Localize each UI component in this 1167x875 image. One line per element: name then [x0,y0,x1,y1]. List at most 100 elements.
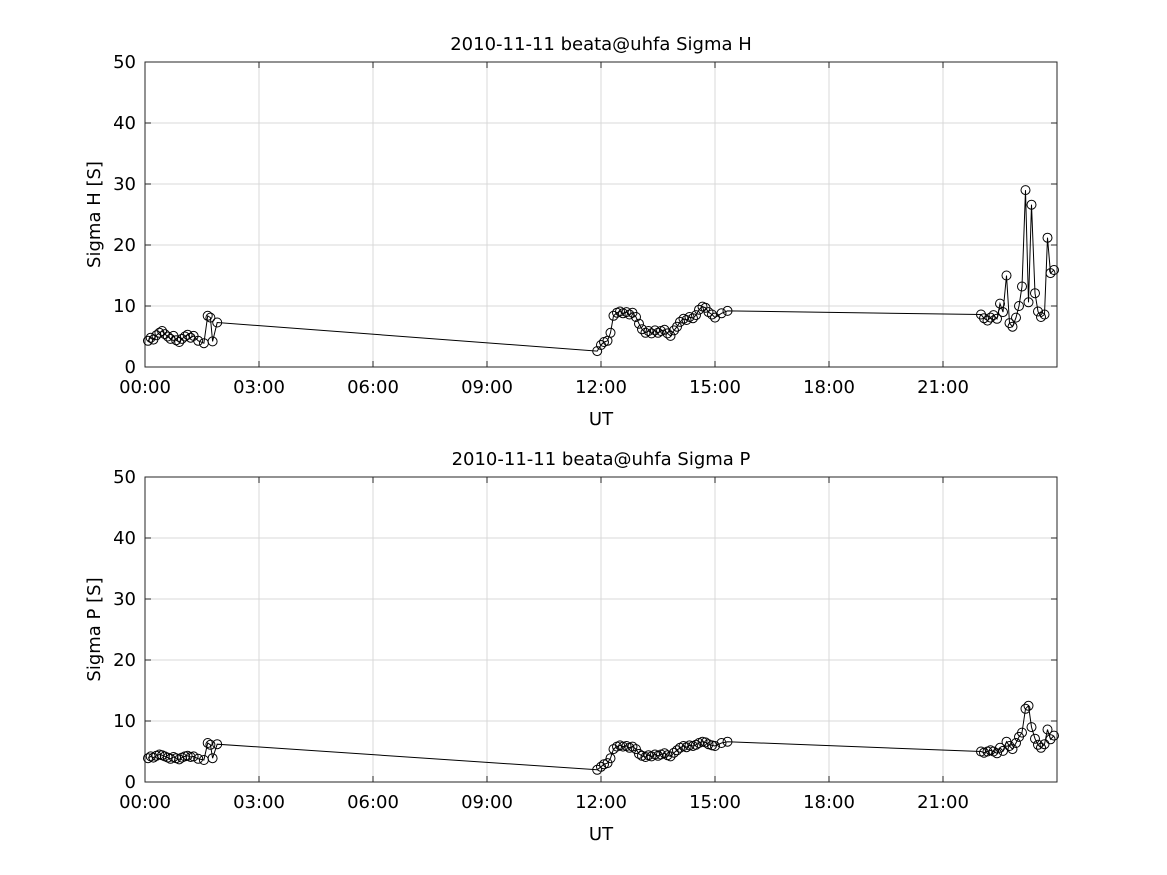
y-tick-label: 50 [113,467,136,488]
data-point-marker [1026,199,1037,210]
data-point-marker [592,764,603,775]
data-point-marker [1017,727,1027,738]
chart-title: 2010-11-11 beata@uhfa Sigma H [450,34,752,55]
data-point-marker [1039,739,1050,750]
data-point-marker [1036,312,1046,322]
data-point-marker [634,318,644,329]
data-point-marker [662,328,673,339]
data-point-marker [143,335,153,346]
data-point-marker [605,327,616,338]
x-tick-label: 06:00 [347,377,399,398]
data-point-marker [691,310,701,321]
x-tick-label: 09:00 [461,377,513,398]
data-point-marker [985,312,996,323]
data-point-marker [653,327,663,338]
data-point-marker [207,336,218,347]
data-point-marker [1020,185,1031,196]
data-point-marker [716,738,727,748]
data-point-marker [212,317,223,328]
data-point-marker [669,747,679,758]
data-point-marker [684,740,695,751]
data-point-marker [998,307,1008,318]
data-point-marker [188,751,199,762]
chart-title: 2010-11-11 beata@uhfa Sigma P [452,449,751,470]
data-point-marker [650,325,660,336]
x-tick-label: 00:00 [119,377,171,398]
x-tick-label: 18:00 [803,377,855,398]
chart-sigma-p: 00:00 03:00 06:00 09:00 12:00 15:00 18:00 21:00… [84,449,1059,845]
data-point-marker [1030,733,1040,744]
y-tick-label: 50 [113,52,136,73]
data-point-marker [1045,268,1056,279]
y-tick-label: 10 [113,711,136,732]
x-tick-label: 18:00 [803,792,855,813]
data-point-marker [205,312,216,323]
data-point-marker [992,748,1002,759]
y-tick-label: 40 [113,528,136,549]
data-point-marker [212,739,223,750]
y-tick-label: 20 [113,235,136,256]
data-point-marker [634,748,644,759]
data-point-marker [182,329,193,340]
data-point-marker [1042,232,1053,243]
data-point-marker [694,304,704,315]
data-point-marker [621,307,632,318]
data-point-marker [1036,742,1046,753]
data-point-marker [1026,722,1037,733]
data-point-marker [1033,739,1043,750]
data-point-marker [615,306,625,317]
data-point-marker [193,753,204,764]
data-point-marker [665,751,676,762]
data-point-marker [631,312,641,322]
data-point-marker [1017,281,1027,292]
x-tick-label: 21:00 [917,377,969,398]
data-point-marker [710,741,720,751]
data-point-marker [1033,306,1043,317]
data-point-marker [688,313,698,324]
data-point-marker [605,753,616,764]
x-tick-label: 00:00 [119,792,171,813]
data-point-marker [157,326,168,336]
data-point-marker [998,745,1008,756]
x-axis-label: UT [589,824,614,845]
data-point-marker [643,326,654,336]
y-tick-label: 20 [113,650,136,671]
data-point-marker [722,305,733,316]
data-point-marker [1007,321,1018,332]
x-tick-label: 15:00 [689,377,741,398]
data-point-marker [602,758,613,769]
data-point-marker [621,741,632,751]
data-point-marker [1042,724,1053,735]
x-tick-label: 09:00 [461,792,513,813]
data-point-marker [1007,744,1018,755]
data-point-marker [202,738,213,748]
x-tick-label: 12:00 [575,377,627,398]
data-point-marker [207,753,218,764]
series-line [147,704,1055,771]
data-point-marker [1014,301,1024,311]
data-point-marker [669,325,679,336]
data-point-marker [624,309,635,320]
data-point-marker [637,324,647,335]
data-point-marker [992,313,1002,324]
data-point-marker [162,331,173,342]
x-tick-label: 15:00 [689,792,741,813]
data-point-marker [165,333,176,344]
data-point-marker [716,308,727,319]
data-point-marker [681,315,692,325]
data-point-marker [202,310,213,321]
data-point-marker [174,337,185,347]
data-point-marker [205,739,216,750]
data-point-marker [659,748,670,759]
data-point-marker [1049,730,1059,741]
data-point-marker [681,742,692,753]
data-point-marker [703,307,714,318]
y-tick-label: 30 [113,589,136,610]
data-point-marker [672,321,682,332]
data-point-marker [154,327,165,338]
y-tick-label: 0 [125,772,136,793]
x-tick-label: 21:00 [917,792,969,813]
y-tick-label: 40 [113,113,136,134]
